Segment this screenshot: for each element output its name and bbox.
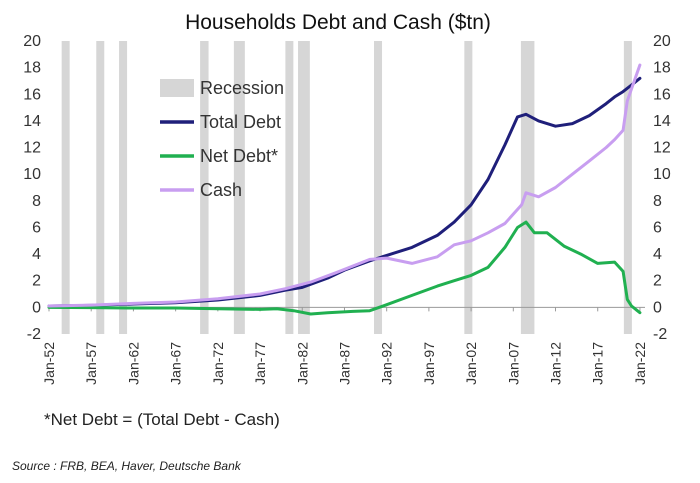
legend-label-recession: Recession [200,78,284,98]
x-tick-10: Jan-02 [463,342,479,385]
chart-title: Households Debt and Cash ($tn) [185,11,491,34]
recession-band-10 [623,41,632,334]
y-tick-left-4: 6 [32,219,41,236]
y-tick-right-0: -2 [653,326,667,343]
x-tick-11: Jan-07 [505,342,521,385]
recession-band-5 [285,41,294,334]
recession-band-8 [464,41,473,334]
series-line-cash [47,63,642,308]
series-line-net-debt [47,220,642,316]
recession-band-0 [61,41,70,334]
recession-bands [61,41,632,334]
x-tick-2: Jan-62 [125,342,141,385]
y-tick-right-4: 6 [653,219,662,236]
x-tick-13: Jan-17 [590,342,606,385]
y-tick-right-9: 16 [653,86,671,103]
x-tick-5: Jan-77 [252,342,268,385]
y-tick-right-11: 20 [653,33,671,50]
y-tick-right-2: 2 [653,273,662,290]
recession-band-7 [374,41,383,334]
recession-band-3 [200,41,209,334]
x-tick-6: Jan-82 [294,342,310,385]
y-tick-left-1: 0 [32,299,41,316]
y-tick-right-6: 10 [653,166,671,183]
axes: -2 -2 0 0 2 2 4 4 6 6 8 8 10 10 12 12 14 14 16 16 18 18 20 20 Ja… [23,33,671,385]
recession-band-6 [298,41,310,334]
y-tick-left-9: 16 [23,86,41,103]
y-tick-left-6: 10 [23,166,41,183]
y-tick-right-3: 4 [653,246,662,263]
x-tick-3: Jan-67 [168,342,184,385]
legend-label-2: Cash [200,180,242,200]
y-tick-left-10: 18 [23,60,41,77]
y-tick-left-2: 2 [32,273,41,290]
series-line-total-debt [47,76,642,308]
recession-band-1 [96,41,105,334]
x-tick-8: Jan-92 [379,342,395,385]
y-tick-right-7: 12 [653,140,671,157]
y-tick-right-1: 0 [653,299,662,316]
legend-swatch-recession [160,79,194,97]
legend-label-1: Net Debt* [200,146,278,166]
y-tick-left-11: 20 [23,33,41,50]
y-tick-right-10: 18 [653,60,671,77]
y-tick-left-3: 4 [32,246,41,263]
recession-band-2 [119,41,128,334]
y-tick-left-0: -2 [27,326,41,343]
series-lines [47,63,642,316]
y-tick-right-8: 14 [653,113,671,130]
x-tick-0: Jan-52 [41,342,57,385]
legend: Recession Total Debt Net Debt* Cash [160,78,284,200]
x-tick-1: Jan-57 [83,342,99,385]
footnote: *Net Debt = (Total Debt - Cash) [44,410,280,429]
x-tick-4: Jan-72 [210,342,226,385]
y-tick-right-5: 8 [653,193,662,210]
x-tick-7: Jan-87 [336,342,352,385]
recession-band-9 [520,41,535,334]
y-tick-left-5: 8 [32,193,41,210]
x-tick-12: Jan-12 [548,342,564,385]
source-note: Source : FRB, BEA, Haver, Deutsche Bank [12,459,241,473]
recession-band-4 [233,41,245,334]
chart: Households Debt and Cash ($tn) -2 -2 0 0 2 2 4… [23,11,671,385]
y-tick-left-8: 14 [23,113,41,130]
x-tick-9: Jan-97 [421,342,437,385]
y-tick-left-7: 12 [23,140,41,157]
legend-label-0: Total Debt [200,112,281,132]
x-tick-14: Jan-22 [632,342,648,385]
